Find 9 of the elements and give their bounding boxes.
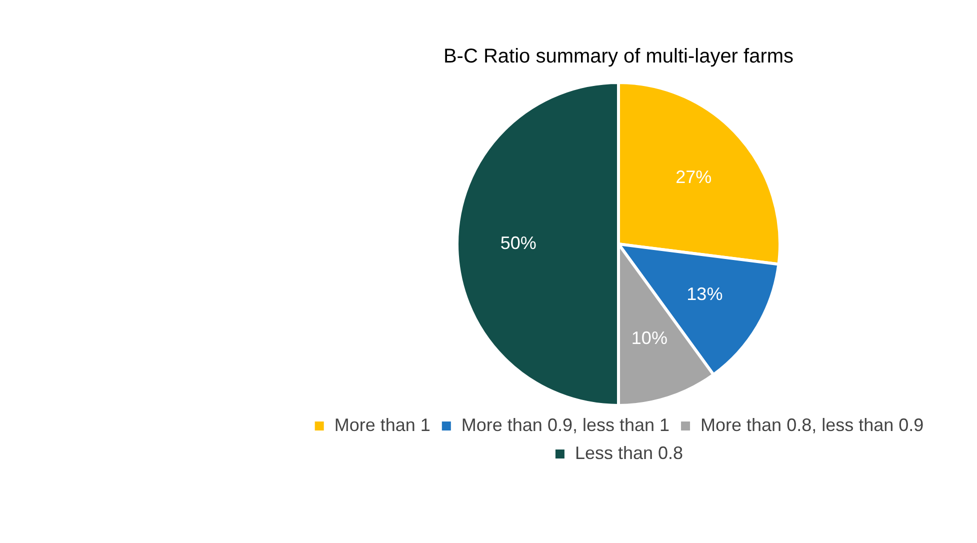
data-label: 27% — [676, 166, 712, 187]
data-label: 50% — [500, 232, 536, 253]
legend-label: More than 1 — [334, 414, 430, 435]
legend-label: Less than 0.8 — [574, 442, 684, 463]
chart-title: B-C Ratio summary of multi-layer farms — [443, 46, 794, 68]
legend-label: More than 0.8, less than 0.9 — [700, 414, 924, 435]
data-label: 10% — [631, 328, 668, 348]
legend-label: More than 0.9, less than 1 — [461, 414, 670, 435]
data-label: 13% — [686, 284, 723, 304]
